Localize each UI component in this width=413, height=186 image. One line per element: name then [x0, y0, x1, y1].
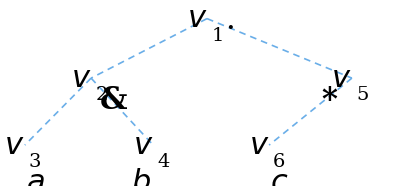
Text: 6: 6: [273, 153, 285, 171]
Text: $\mathit{v}$: $\mathit{v}$: [331, 63, 351, 94]
Text: 3: 3: [29, 153, 41, 171]
Text: $\mathit{v}$: $\mathit{v}$: [5, 130, 25, 161]
Text: $\mathit{v}$: $\mathit{v}$: [133, 130, 153, 161]
Text: 1: 1: [211, 27, 223, 45]
Text: $\mathit{v}$: $\mathit{v}$: [248, 130, 268, 161]
Text: &: &: [100, 85, 127, 116]
Text: $\mathit{c}$: $\mathit{c}$: [270, 167, 288, 186]
Text: $\mathit{b}$: $\mathit{b}$: [131, 167, 150, 186]
Text: 4: 4: [157, 153, 169, 171]
Text: $\mathit{a}$: $\mathit{a}$: [26, 167, 45, 186]
Text: $\mathit{v}$: $\mathit{v}$: [71, 63, 91, 94]
Text: 2: 2: [95, 86, 107, 105]
Text: $\mathit{v}$: $\mathit{v}$: [186, 3, 206, 34]
Text: .: .: [224, 5, 234, 36]
Text: *: *: [320, 85, 336, 116]
Text: 5: 5: [355, 86, 368, 105]
